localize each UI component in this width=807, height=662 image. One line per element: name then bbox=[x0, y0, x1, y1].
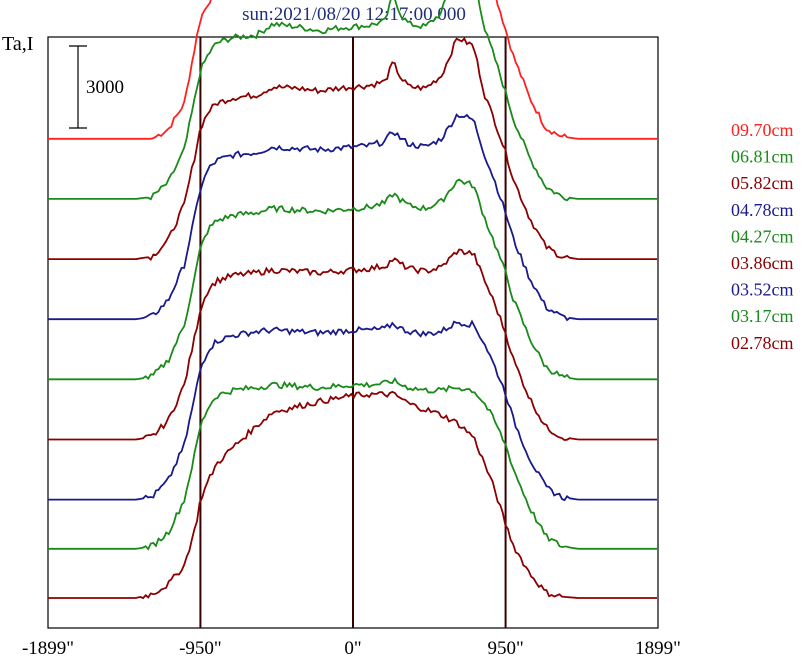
trace-03-17cm bbox=[48, 376, 657, 551]
trace-04-27cm bbox=[48, 178, 657, 381]
trace-03-52cm bbox=[48, 319, 657, 502]
trace-06-81cm bbox=[48, 0, 657, 202]
legend-entry-3: 04.78cm bbox=[731, 200, 794, 220]
trace-05-82cm bbox=[48, 36, 657, 262]
x-tick-label-2: 0" bbox=[344, 638, 361, 659]
x-tick-label-1: -950" bbox=[179, 638, 222, 659]
x-tick-label-4: 1899" bbox=[635, 638, 681, 659]
legend: 09.70cm 06.81cm 05.82cm 04.78cm 04.27cm 03.86… bbox=[731, 120, 794, 353]
trace-09-70cm bbox=[48, 0, 657, 140]
x-tick-label-0: -1899" bbox=[22, 638, 74, 659]
scale-bar: 3000 bbox=[69, 45, 124, 129]
trace-03-86cm bbox=[48, 248, 657, 442]
scale-bar-label: 3000 bbox=[86, 77, 124, 98]
trace-02-78cm bbox=[48, 390, 657, 600]
legend-entry-7: 03.17cm bbox=[731, 306, 794, 326]
traces bbox=[48, 0, 657, 600]
legend-entry-2: 05.82cm bbox=[731, 173, 794, 193]
legend-entry-8: 02.78cm bbox=[731, 333, 794, 353]
legend-entry-1: 06.81cm bbox=[731, 147, 794, 167]
x-tick-label-3: 950" bbox=[487, 638, 523, 659]
trace-04-78cm bbox=[48, 113, 657, 322]
chart-title: sun:2021/08/20 12:17:00.000 bbox=[242, 4, 466, 25]
x-axis-ticks: -1899" -950" 0" 950" 1899" bbox=[22, 638, 681, 659]
legend-entry-0: 09.70cm bbox=[731, 120, 794, 140]
legend-entry-5: 03.86cm bbox=[731, 253, 794, 273]
y-axis-label: Ta,I bbox=[2, 33, 33, 55]
legend-entry-6: 03.52cm bbox=[731, 280, 794, 300]
legend-entry-4: 04.27cm bbox=[731, 226, 794, 246]
